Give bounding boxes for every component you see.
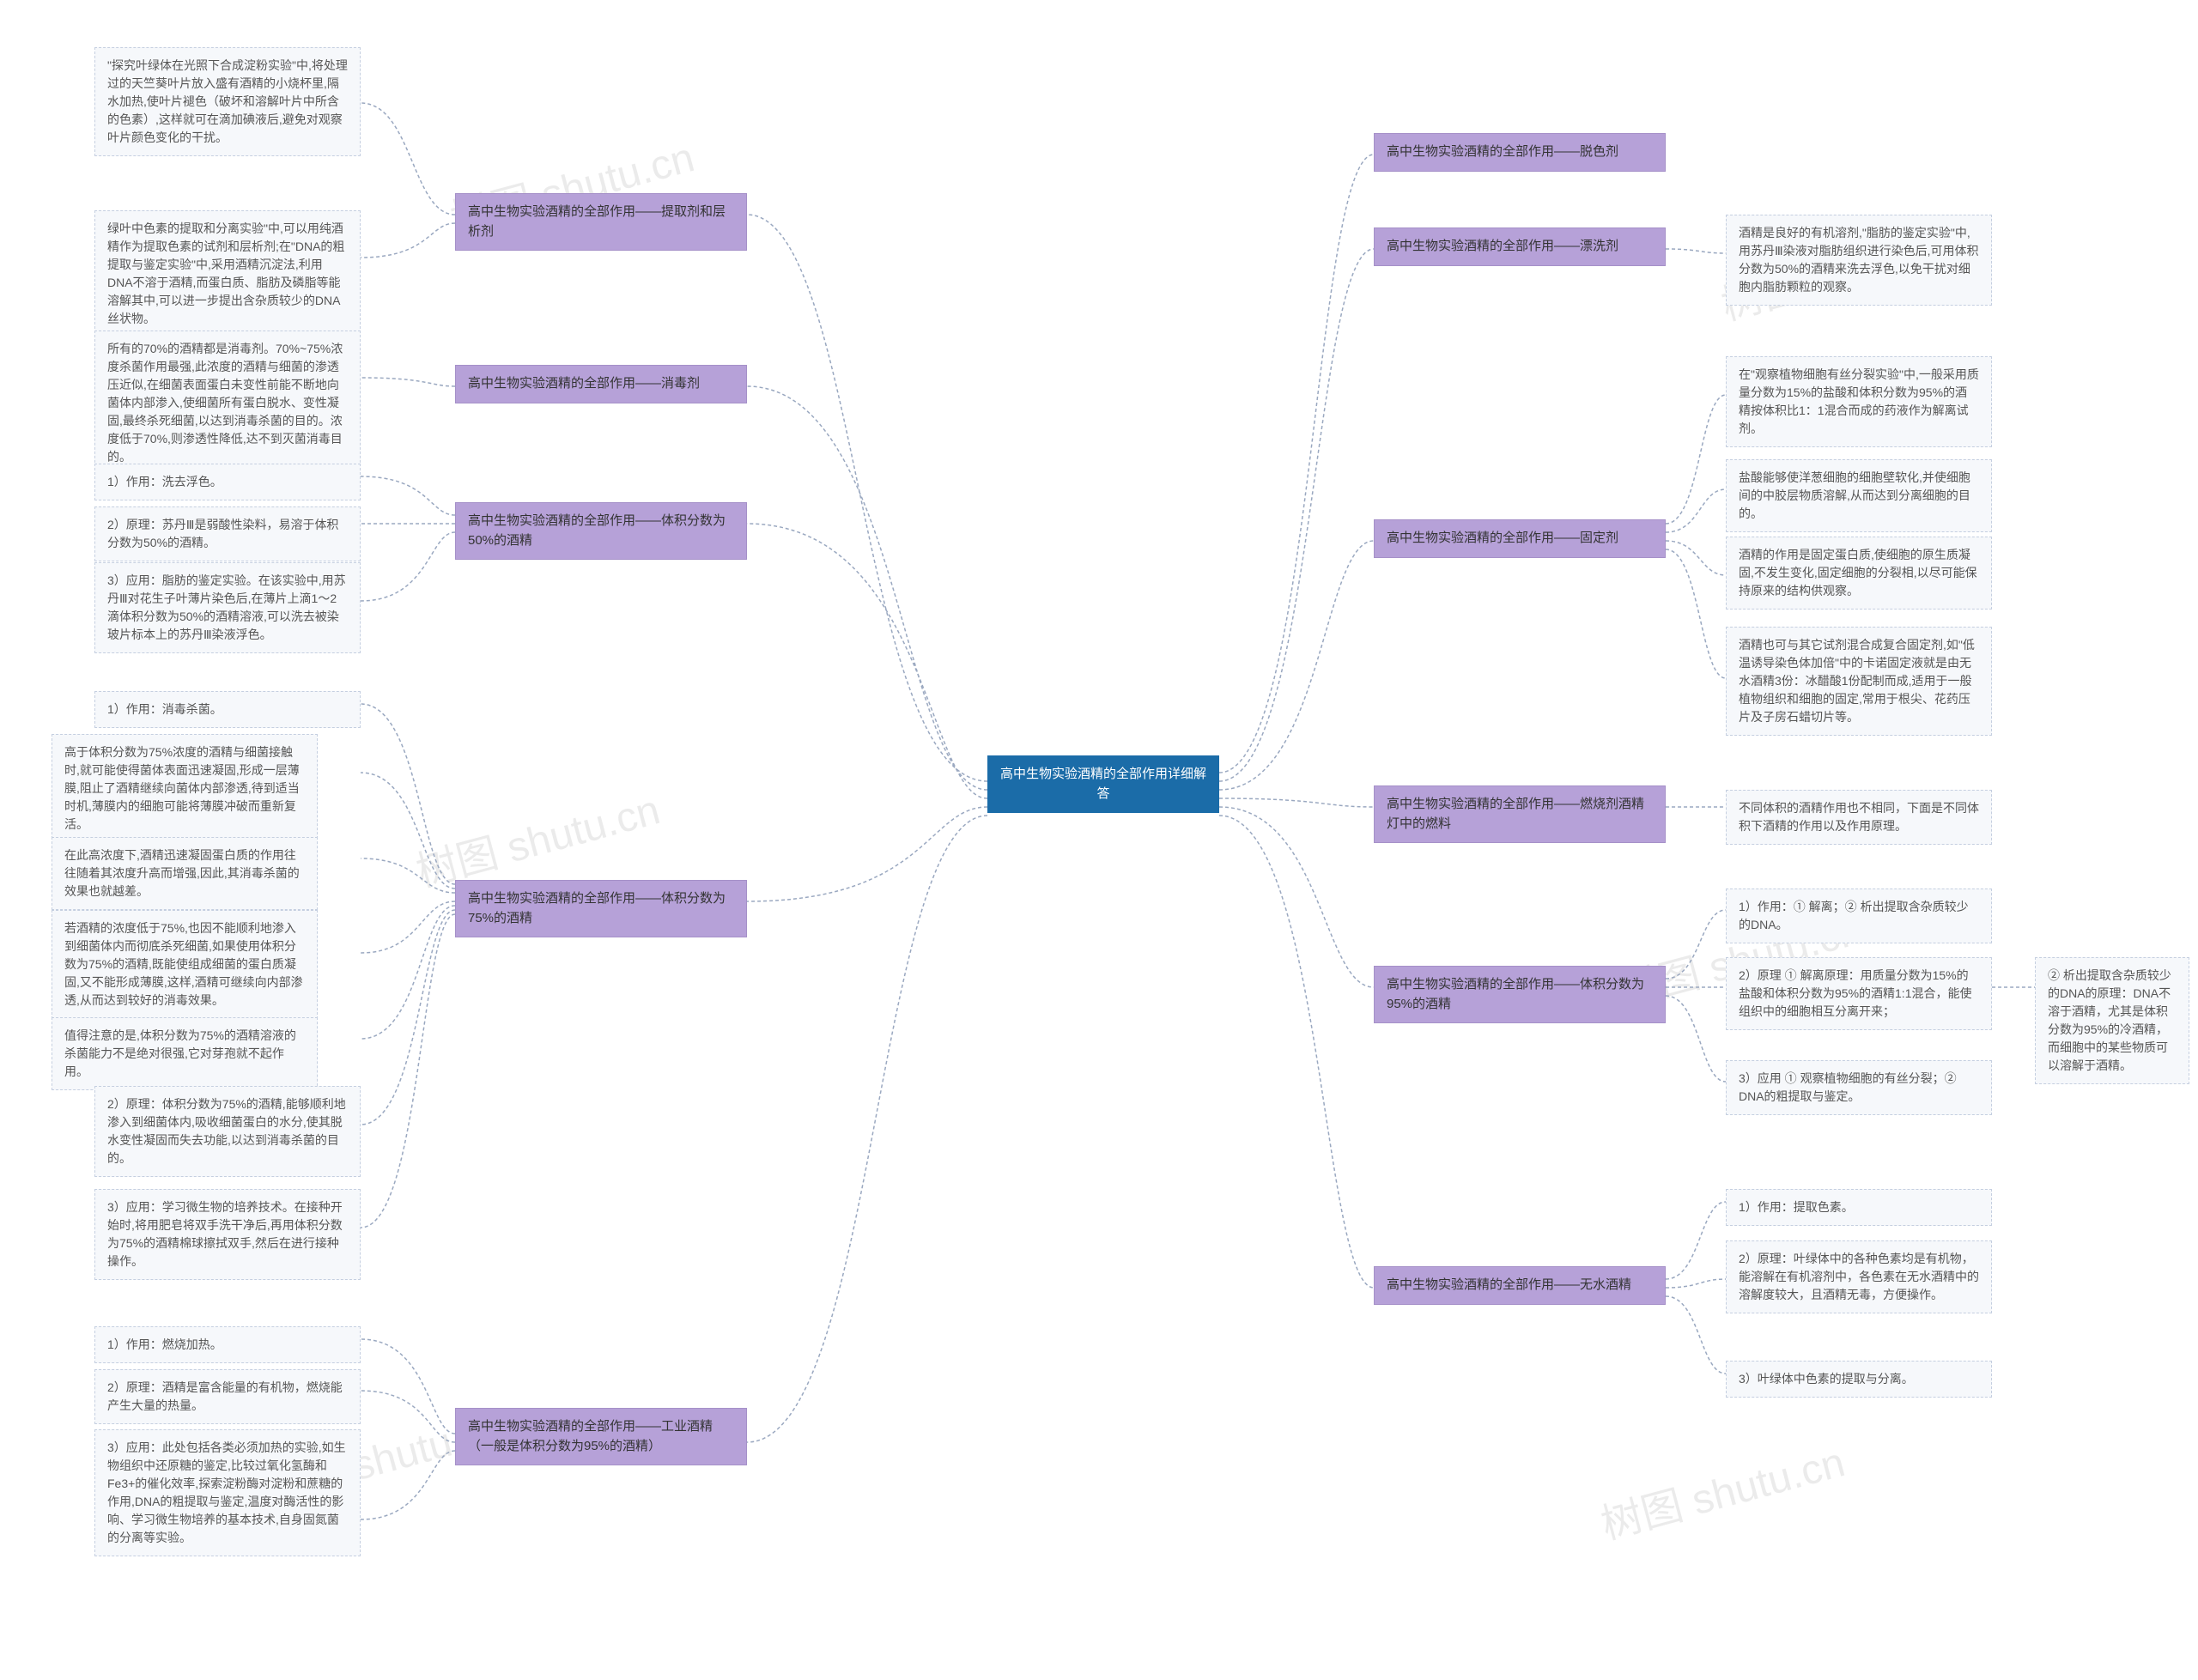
leaf: 2）原理：酒精是富含能量的有机物，燃烧能产生大量的热量。	[94, 1369, 361, 1424]
left-branch-0: 高中生物实验酒精的全部作用——提取剂和层析剂	[455, 193, 747, 251]
leaf: ② 析出提取含杂质较少的DNA的原理：DNA不溶于酒精，尤其是体积分数为95%的…	[2035, 957, 2189, 1084]
leaf: 3）应用：学习微生物的培养技术。在接种开始时,将用肥皂将双手洗干净后,再用体积分…	[94, 1189, 361, 1280]
leaf: 在此高浓度下,酒精迅速凝固蛋白质的作用往往随着其浓度升高而增强,因此,其消毒杀菌…	[52, 837, 318, 910]
leaf: 1）作用：洗去浮色。	[94, 464, 361, 500]
leaf: 在"观察植物细胞有丝分裂实验"中,一般采用质量分数为15%的盐酸和体积分数为95…	[1726, 356, 1992, 447]
leaf: 1）作用：① 解离；② 析出提取含杂质较少的DNA。	[1726, 889, 1992, 943]
left-branch-4: 高中生物实验酒精的全部作用——工业酒精（一般是体积分数为95%的酒精）	[455, 1408, 747, 1465]
leaf: 所有的70%的酒精都是消毒剂。70%~75%浓度杀菌作用最强,此浓度的酒精与细菌…	[94, 331, 361, 476]
leaf: 2）原理：体积分数为75%的酒精,能够顺利地渗入到细菌体内,吸收细菌蛋白的水分,…	[94, 1086, 361, 1177]
leaf: 2）原理：叶绿体中的各种色素均是有机物，能溶解在有机溶剂中，各色素在无水酒精中的…	[1726, 1240, 1992, 1313]
leaf: 3）叶绿体中色素的提取与分离。	[1726, 1361, 1992, 1398]
leaf: 不同体积的酒精作用也不相同，下面是不同体积下酒精的作用以及作用原理。	[1726, 790, 1992, 845]
leaf: 3）应用 ① 观察植物细胞的有丝分裂；② DNA的粗提取与鉴定。	[1726, 1060, 1992, 1115]
right-branch-2: 高中生物实验酒精的全部作用——固定剂	[1374, 519, 1666, 558]
leaf: 高于体积分数为75%浓度的酒精与细菌接触时,就可能使得菌体表面迅速凝固,形成一层…	[52, 734, 318, 843]
leaf: 1）作用：燃烧加热。	[94, 1326, 361, 1363]
leaf: 酒精的作用是固定蛋白质,使细胞的原生质凝固,不发生变化,固定细胞的分裂相,以尽可…	[1726, 537, 1992, 610]
leaf: 酒精也可与其它试剂混合成复合固定剂,如"低温诱导染色体加倍"中的卡诺固定液就是由…	[1726, 627, 1992, 736]
leaf: "探究叶绿体在光照下合成淀粉实验"中,将处理过的天竺葵叶片放入盛有酒精的小烧杯里…	[94, 47, 361, 156]
watermark: 树图 shutu.cn	[1594, 1428, 1850, 1551]
leaf: 酒精是良好的有机溶剂,"脂肪的鉴定实验"中,用苏丹Ⅲ染液对脂肪组织进行染色后,可…	[1726, 215, 1992, 306]
right-branch-5: 高中生物实验酒精的全部作用——无水酒精	[1374, 1266, 1666, 1305]
leaf: 盐酸能够使洋葱细胞的细胞壁软化,并使细胞间的中胶层物质溶解,从而达到分离细胞的目…	[1726, 459, 1992, 532]
right-branch-4: 高中生物实验酒精的全部作用——体积分数为95%的酒精	[1374, 966, 1666, 1023]
left-branch-3: 高中生物实验酒精的全部作用——体积分数为75%的酒精	[455, 880, 747, 937]
right-branch-3: 高中生物实验酒精的全部作用——燃烧剂酒精灯中的燃料	[1374, 785, 1666, 843]
right-branch-1: 高中生物实验酒精的全部作用——漂洗剂	[1374, 227, 1666, 266]
leaf: 值得注意的是,体积分数为75%的酒精溶液的杀菌能力不是绝对很强,它对芽孢就不起作…	[52, 1017, 318, 1090]
leaf: 1）作用：提取色素。	[1726, 1189, 1992, 1226]
leaf: 若酒精的浓度低于75%,也因不能顺利地渗入到细菌体内而彻底杀死细菌,如果使用体积…	[52, 910, 318, 1019]
leaf: 3）应用：脂肪的鉴定实验。在该实验中,用苏丹Ⅲ对花生子叶薄片染色后,在薄片上滴1…	[94, 562, 361, 653]
leaf: 绿叶中色素的提取和分离实验"中,可以用纯酒精作为提取色素的试剂和层析剂;在"DN…	[94, 210, 361, 337]
left-branch-1: 高中生物实验酒精的全部作用——消毒剂	[455, 365, 747, 403]
left-branch-2: 高中生物实验酒精的全部作用——体积分数为50%的酒精	[455, 502, 747, 560]
leaf: 3）应用：此处包括各类必须加热的实验,如生物组织中还原糖的鉴定,比较过氧化氢酶和…	[94, 1429, 361, 1556]
right-branch-0: 高中生物实验酒精的全部作用——脱色剂	[1374, 133, 1666, 172]
root-node: 高中生物实验酒精的全部作用详细解答	[987, 755, 1219, 813]
leaf: 1）作用：消毒杀菌。	[94, 691, 361, 728]
leaf: 2）原理 ① 解离原理：用质量分数为15%的盐酸和体积分数为95%的酒精1:1混…	[1726, 957, 1992, 1030]
leaf: 2）原理：苏丹Ⅲ是弱酸性染料，易溶于体积分数为50%的酒精。	[94, 506, 361, 561]
